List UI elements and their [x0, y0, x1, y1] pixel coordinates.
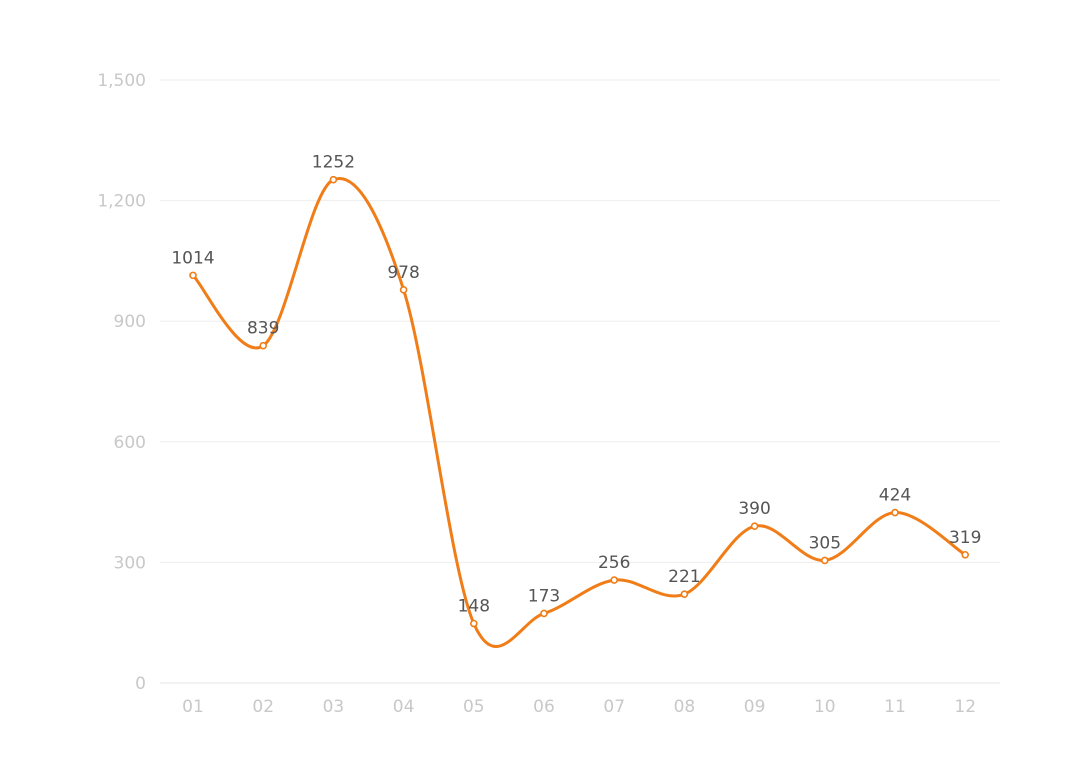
data-label: 1014 — [171, 248, 214, 268]
data-label: 173 — [528, 586, 560, 606]
data-point[interactable] — [680, 590, 689, 598]
x-tick-label: 06 — [533, 697, 555, 717]
x-tick-label: 05 — [463, 697, 485, 717]
data-point[interactable] — [189, 271, 197, 280]
data-points — [189, 175, 970, 628]
x-tick-label: 04 — [393, 697, 415, 717]
data-point[interactable] — [961, 550, 970, 559]
data-label: 390 — [738, 499, 770, 519]
y-tick-label: 300 — [114, 553, 146, 573]
data-label: 978 — [387, 263, 419, 283]
data-point[interactable] — [399, 286, 408, 294]
data-point[interactable] — [891, 508, 899, 517]
series-line — [191, 177, 967, 649]
data-point[interactable] — [610, 576, 619, 584]
data-label: 148 — [458, 597, 490, 617]
x-tick-label: 08 — [674, 697, 696, 717]
data-label: 256 — [598, 553, 630, 573]
x-tick-label: 10 — [814, 697, 836, 717]
data-label: 1252 — [312, 153, 355, 173]
x-tick-label: 02 — [252, 697, 274, 717]
data-label: 305 — [809, 533, 841, 553]
x-tick-label: 03 — [323, 697, 345, 717]
x-tick-label: 11 — [884, 697, 906, 717]
grid-lines — [160, 79, 1000, 684]
data-point[interactable] — [329, 175, 338, 184]
y-tick-label: 0 — [135, 674, 146, 694]
data-point[interactable] — [259, 341, 268, 350]
y-tick-label: 1,500 — [97, 71, 146, 91]
data-point[interactable] — [469, 619, 478, 628]
y-tick-label: 900 — [114, 312, 146, 332]
data-labels: 1014 839 1252 978 148 173 256 221 390 305 424 319 — [171, 153, 981, 617]
x-tick-label: 07 — [603, 697, 625, 717]
data-point[interactable] — [540, 609, 548, 618]
data-label: 221 — [668, 567, 700, 587]
y-tick-label: 600 — [114, 433, 146, 453]
x-axis: 01 02 03 04 05 06 07 08 09 10 11 12 — [182, 697, 976, 717]
y-tick-label: 1,200 — [97, 192, 146, 212]
series — [191, 177, 967, 649]
data-label: 839 — [247, 319, 279, 339]
x-tick-label: 01 — [182, 697, 204, 717]
x-tick-label: 12 — [954, 697, 976, 717]
data-label: 319 — [949, 528, 981, 548]
data-point[interactable] — [750, 522, 759, 531]
y-axis: 0 300 600 900 1,200 1,500 — [97, 71, 146, 694]
data-point[interactable] — [820, 556, 829, 565]
data-label: 424 — [879, 486, 911, 506]
x-tick-label: 09 — [744, 697, 766, 717]
